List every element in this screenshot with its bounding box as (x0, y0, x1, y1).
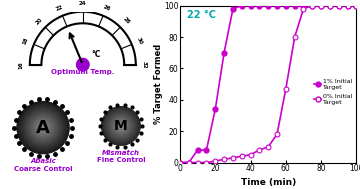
Circle shape (120, 125, 122, 127)
Legend: 1% Initial
Target, 0% Initial
Target: 1% Initial Target, 0% Initial Target (313, 79, 353, 105)
Circle shape (35, 120, 51, 135)
Circle shape (119, 124, 123, 128)
Circle shape (118, 123, 124, 129)
Circle shape (20, 105, 66, 151)
Circle shape (105, 111, 136, 141)
X-axis label: Time (min): Time (min) (240, 178, 296, 187)
Circle shape (25, 110, 61, 146)
Text: Abasic: Abasic (30, 158, 56, 164)
Text: °C: °C (91, 50, 101, 59)
Circle shape (42, 126, 44, 129)
Text: 22: 22 (55, 4, 64, 12)
Circle shape (114, 119, 127, 133)
Text: A: A (36, 119, 50, 137)
Circle shape (29, 114, 57, 142)
Circle shape (108, 113, 134, 139)
Circle shape (32, 116, 55, 139)
Circle shape (113, 118, 129, 134)
Text: 24: 24 (79, 1, 87, 6)
Circle shape (37, 121, 49, 134)
Circle shape (108, 114, 133, 138)
Circle shape (77, 58, 89, 71)
Circle shape (24, 108, 62, 147)
Circle shape (107, 112, 135, 140)
Circle shape (39, 124, 47, 132)
Circle shape (111, 115, 131, 136)
Circle shape (112, 117, 130, 135)
Circle shape (103, 108, 139, 144)
Circle shape (34, 119, 52, 137)
Circle shape (105, 110, 137, 142)
Circle shape (117, 122, 125, 130)
Text: 32: 32 (142, 61, 147, 68)
Circle shape (19, 103, 67, 152)
Circle shape (104, 109, 138, 143)
Text: 20: 20 (35, 17, 44, 26)
Circle shape (111, 116, 130, 136)
Text: Optimum Temp.: Optimum Temp. (51, 69, 114, 75)
Text: 30: 30 (136, 37, 144, 46)
Circle shape (26, 111, 60, 144)
Text: 28: 28 (122, 17, 131, 26)
Text: 18: 18 (22, 37, 30, 46)
Circle shape (23, 107, 64, 148)
Text: M: M (114, 119, 128, 133)
Circle shape (33, 117, 53, 138)
Circle shape (115, 120, 127, 132)
Circle shape (28, 112, 58, 143)
Circle shape (30, 115, 56, 140)
Text: 26: 26 (102, 4, 111, 12)
Circle shape (102, 107, 140, 145)
Circle shape (116, 121, 126, 131)
Circle shape (21, 106, 65, 149)
Circle shape (40, 125, 46, 130)
Text: Mismatch: Mismatch (102, 150, 140, 156)
Circle shape (109, 115, 132, 137)
Text: 16: 16 (19, 61, 24, 68)
Text: Fine Control: Fine Control (96, 157, 145, 163)
Text: Coarse Control: Coarse Control (14, 166, 72, 172)
Circle shape (17, 102, 69, 153)
Text: 22 °C: 22 °C (187, 10, 216, 20)
Circle shape (38, 122, 48, 133)
Polygon shape (30, 12, 136, 65)
Y-axis label: % Target Formed: % Target Formed (154, 44, 163, 124)
